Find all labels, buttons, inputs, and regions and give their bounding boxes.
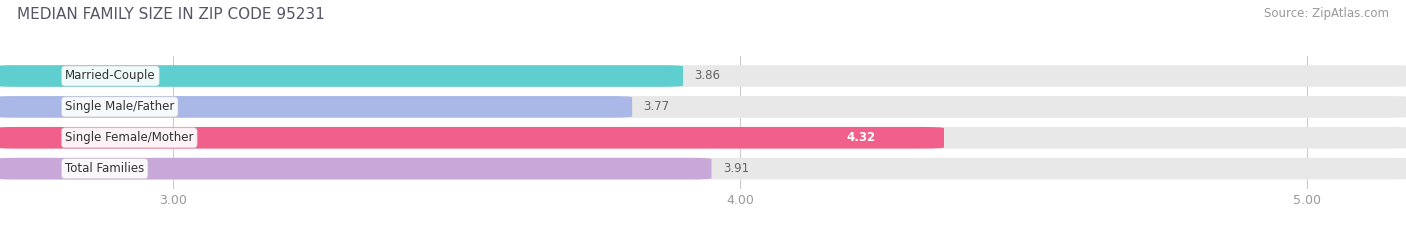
FancyBboxPatch shape bbox=[0, 65, 683, 87]
FancyBboxPatch shape bbox=[0, 127, 1406, 149]
Text: Single Male/Father: Single Male/Father bbox=[65, 100, 174, 113]
Text: MEDIAN FAMILY SIZE IN ZIP CODE 95231: MEDIAN FAMILY SIZE IN ZIP CODE 95231 bbox=[17, 7, 325, 22]
FancyBboxPatch shape bbox=[0, 127, 943, 149]
Text: Total Families: Total Families bbox=[65, 162, 145, 175]
Text: 4.32: 4.32 bbox=[846, 131, 876, 144]
FancyBboxPatch shape bbox=[0, 65, 1406, 87]
Text: Married-Couple: Married-Couple bbox=[65, 69, 156, 82]
Text: 3.86: 3.86 bbox=[695, 69, 720, 82]
FancyBboxPatch shape bbox=[0, 96, 633, 118]
Text: 3.91: 3.91 bbox=[723, 162, 749, 175]
Text: Source: ZipAtlas.com: Source: ZipAtlas.com bbox=[1264, 7, 1389, 20]
Text: 3.77: 3.77 bbox=[644, 100, 669, 113]
FancyBboxPatch shape bbox=[0, 96, 1406, 118]
Text: Single Female/Mother: Single Female/Mother bbox=[65, 131, 194, 144]
FancyBboxPatch shape bbox=[0, 158, 711, 179]
FancyBboxPatch shape bbox=[0, 158, 1406, 179]
